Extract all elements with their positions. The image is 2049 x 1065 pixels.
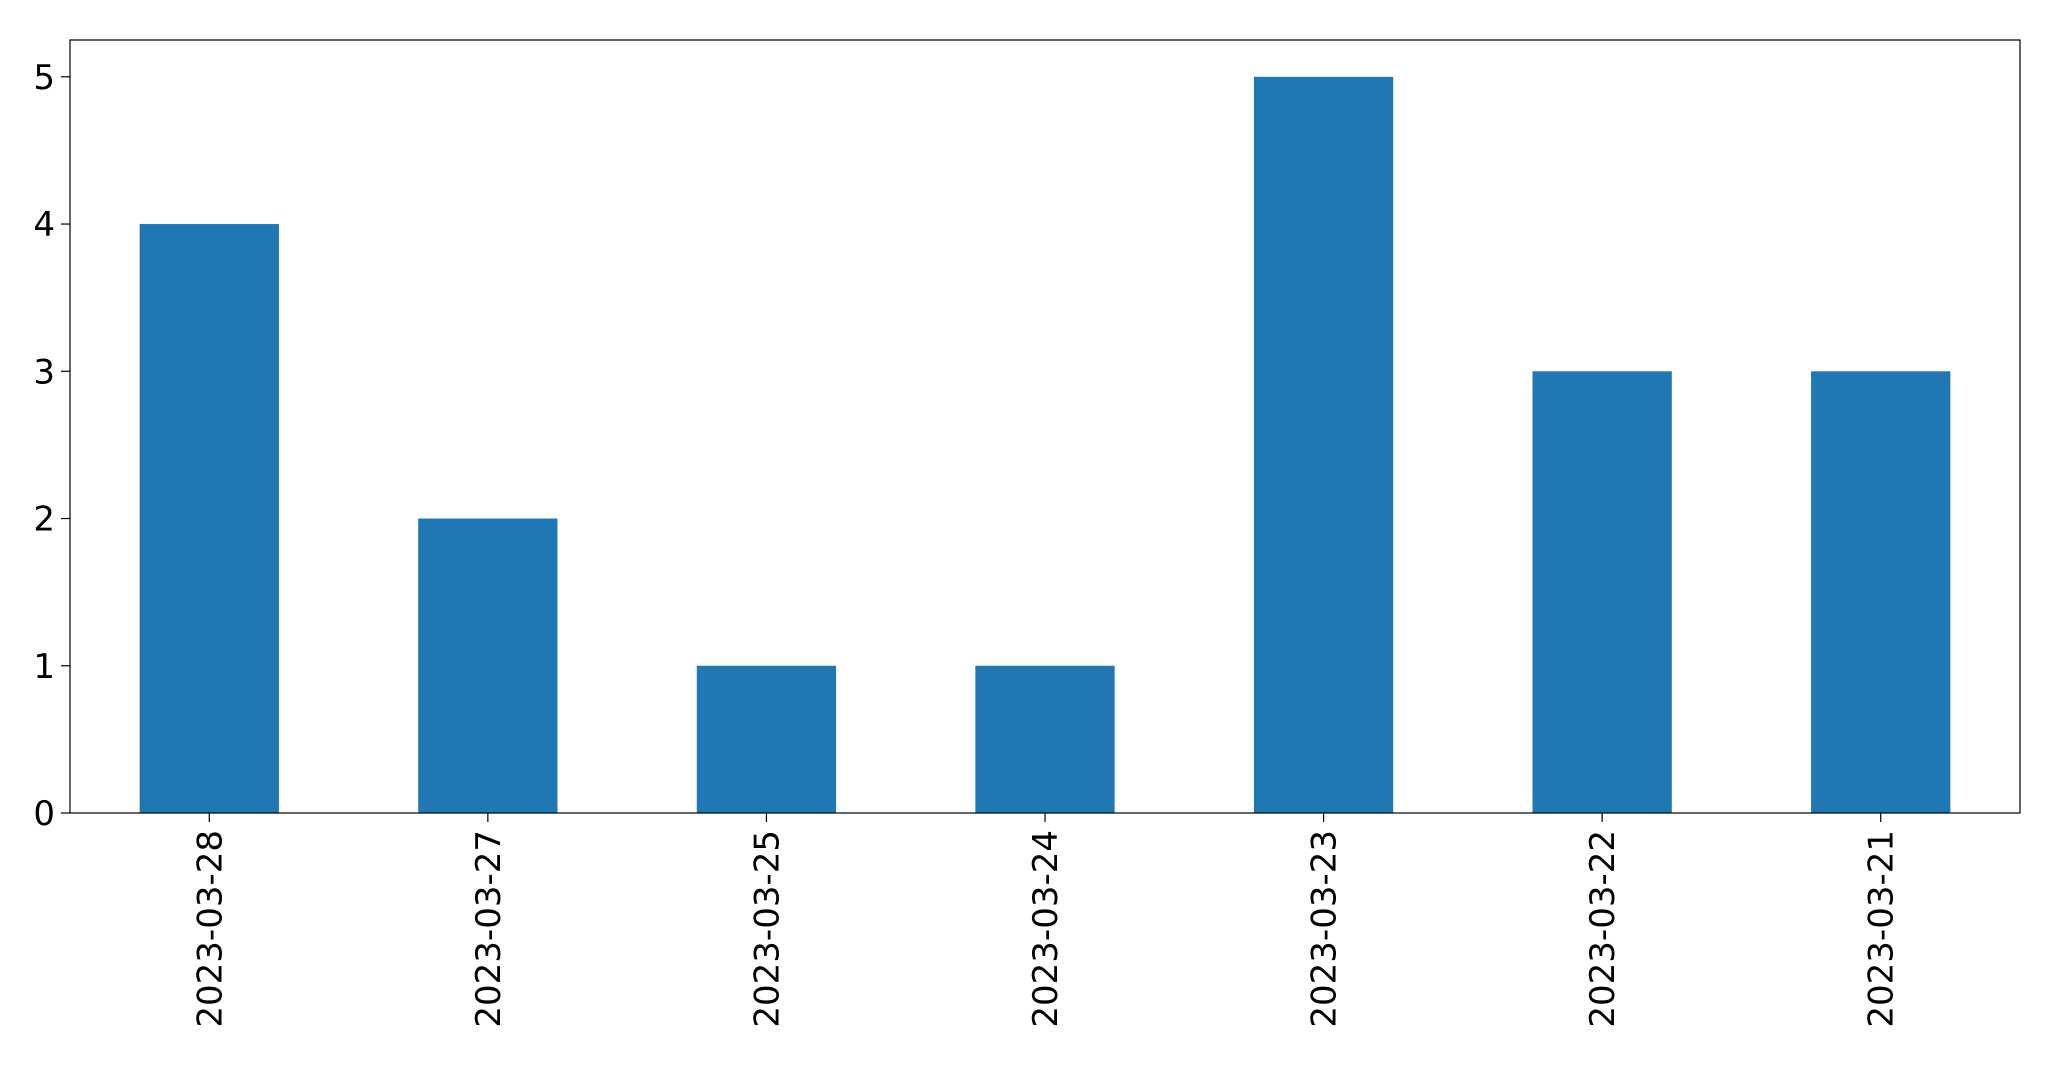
- plot-frame: [69, 39, 2021, 814]
- y-tick-label: 5: [33, 58, 55, 98]
- y-axis: 0 1 2 3 4 5: [33, 58, 70, 834]
- x-tick-label: 2023-03-25: [747, 830, 787, 1028]
- x-tick-label: 2023-03-23: [1305, 830, 1345, 1028]
- y-tick-label: 0: [33, 794, 55, 834]
- y-tick-label: 2: [33, 500, 55, 540]
- x-tick-label: 2023-03-27: [469, 830, 509, 1028]
- bars-layer: [139, 76, 1951, 814]
- bar-2023-03-28: [139, 224, 279, 814]
- bar-2023-03-27: [418, 518, 558, 813]
- y-tick-label: 4: [33, 205, 55, 245]
- y-tick-label: 1: [33, 647, 55, 687]
- bar-2023-03-22: [1532, 371, 1672, 813]
- y-tick-label: 3: [33, 352, 55, 392]
- bar-2023-03-24: [975, 665, 1115, 813]
- x-tick-label: 2023-03-24: [1026, 830, 1066, 1028]
- x-tick-label: 2023-03-22: [1583, 830, 1623, 1028]
- bar-2023-03-25: [696, 665, 837, 813]
- x-tick-label: 2023-03-28: [190, 830, 230, 1028]
- x-axis: 2023-03-28 2023-03-27 2023-03-25 2023-03-24…: [190, 813, 1902, 1028]
- bar-2023-03-23: [1253, 76, 1394, 813]
- x-tick-label: 2023-03-21: [1862, 830, 1902, 1028]
- bar-2023-03-21: [1811, 371, 1951, 813]
